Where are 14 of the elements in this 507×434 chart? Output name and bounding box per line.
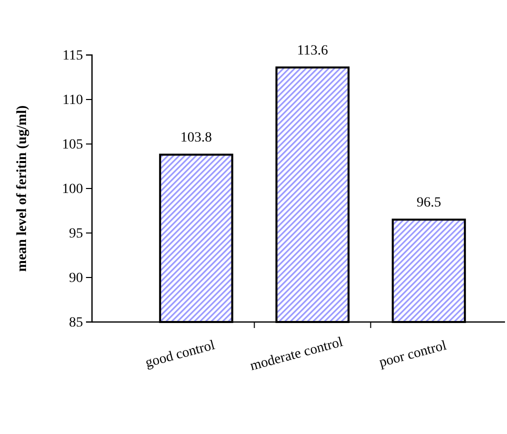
x-tick-label: good control — [144, 338, 217, 372]
y-tick-label: 95 — [69, 226, 83, 242]
x-tick-label: moderate control — [248, 335, 345, 374]
data-label: 96.5 — [416, 196, 442, 211]
x-tick-label: poor control — [378, 338, 448, 371]
y-tick-label: 85 — [69, 315, 83, 330]
y-tick-label: 115 — [62, 48, 83, 64]
data-label: 113.6 — [297, 43, 328, 58]
y-tick-label: 110 — [62, 92, 83, 108]
y-tick-label: 100 — [62, 182, 83, 197]
y-tick-label: 90 — [69, 270, 83, 286]
y-axis-title: mean level of feritin (ug/ml) — [15, 104, 30, 272]
y-tick-label: 105 — [62, 137, 83, 152]
data-label: 103.8 — [180, 130, 212, 146]
